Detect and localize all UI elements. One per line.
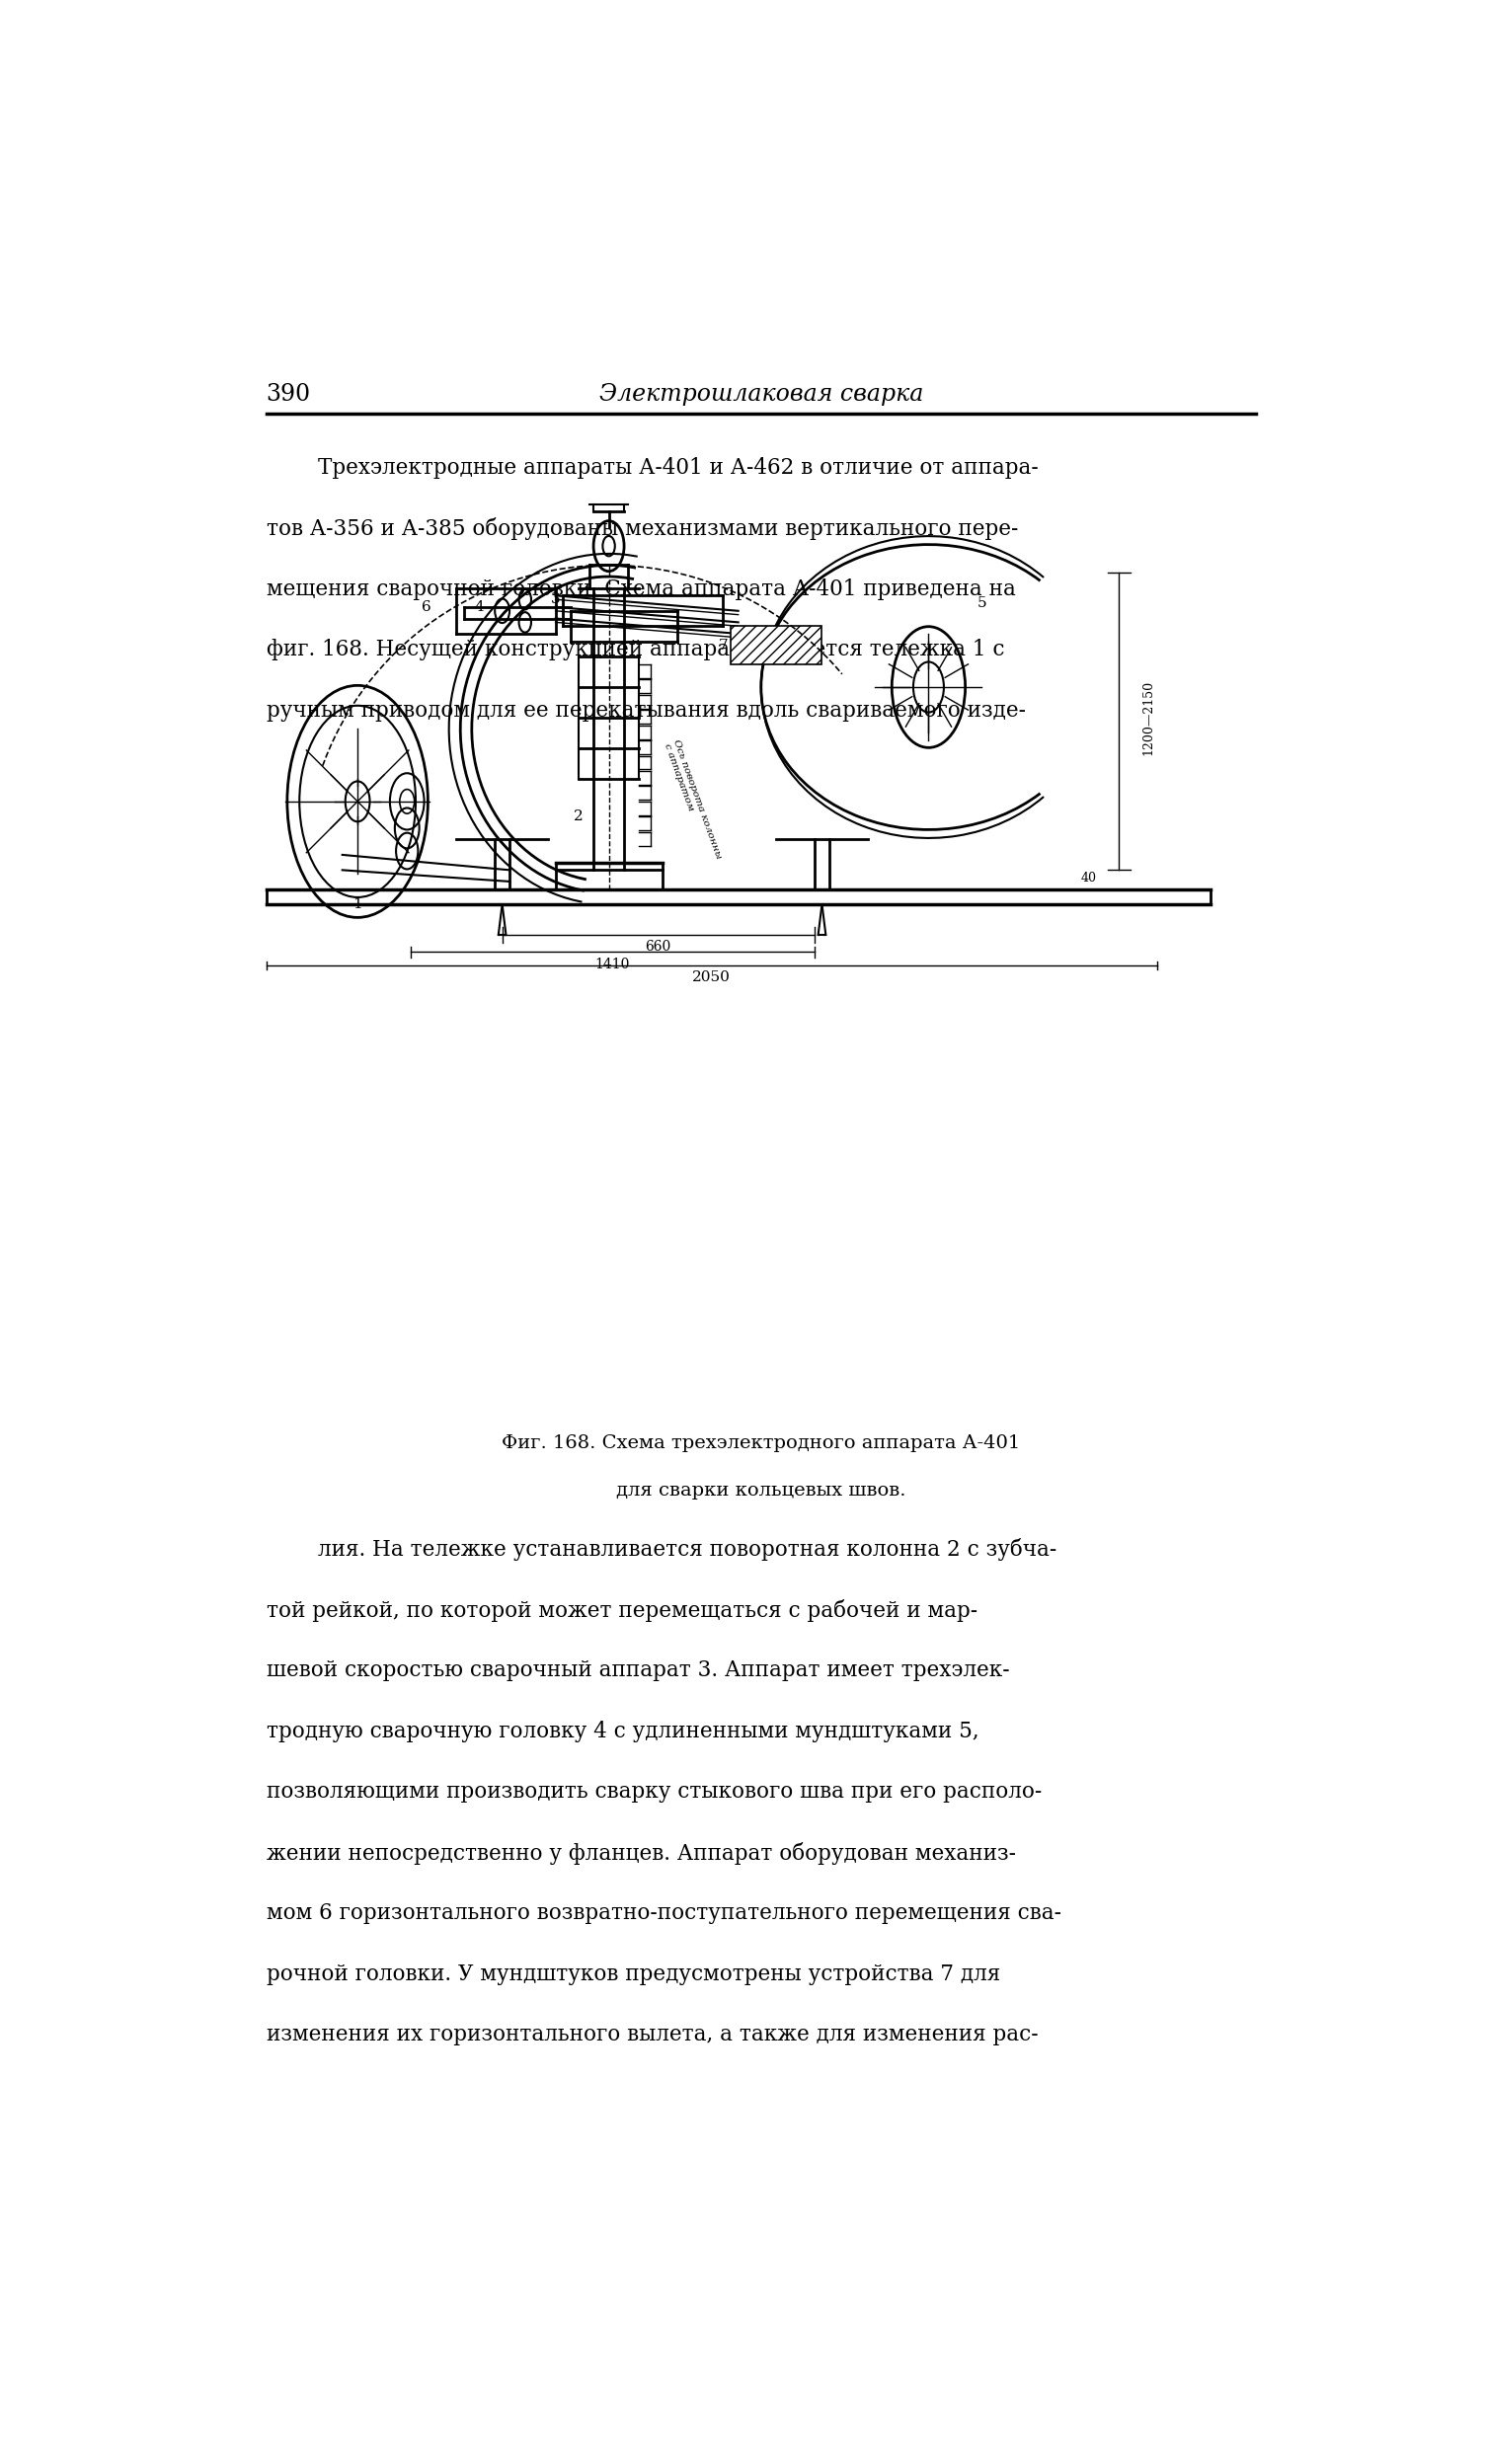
Text: 390: 390 — [266, 382, 310, 407]
Text: 40: 40 — [1081, 872, 1096, 885]
Text: 5: 5 — [977, 596, 986, 611]
Text: 6: 6 — [422, 601, 431, 614]
Text: тродную сварочную головку 4 с удлиненными мундштуками 5,: тродную сварочную головку 4 с удлиненным… — [266, 1720, 979, 1742]
Text: 2050: 2050 — [692, 971, 731, 986]
Text: 1: 1 — [353, 897, 362, 912]
Text: 3: 3 — [551, 591, 560, 606]
Text: мом 6 горизонтального возвратно-поступательного перемещения сва-: мом 6 горизонтального возвратно-поступат… — [266, 1902, 1060, 1924]
Text: 4: 4 — [475, 601, 484, 614]
Circle shape — [346, 781, 370, 821]
Text: жении непосредственно у фланцев. Аппарат оборудован механиз-: жении непосредственно у фланцев. Аппарат… — [266, 1843, 1016, 1865]
Circle shape — [603, 537, 615, 557]
Text: 2: 2 — [573, 811, 584, 823]
Text: позволяющими производить сварку стыкового шва при его располо-: позволяющими производить сварку стыковог… — [266, 1781, 1041, 1804]
Bar — [266, 562, 1256, 1397]
Text: Электрошлаковая сварка: Электрошлаковая сварка — [598, 382, 924, 407]
Text: Трехэлектродные аппараты А-401 и А-462 в отличие от аппара-: Трехэлектродные аппараты А-401 и А-462 в… — [318, 456, 1038, 478]
Text: 660: 660 — [646, 941, 671, 954]
Text: рочной головки. У мундштуков предусмотрены устройства 7 для: рочной головки. У мундштуков предусмотре… — [266, 1964, 999, 1986]
Text: тов А-356 и А-385 оборудованы механизмами вертикального пере-: тов А-356 и А-385 оборудованы механизмам… — [266, 517, 1017, 540]
Text: шевой скоростью сварочный аппарат 3. Аппарат имеет трехэлек-: шевой скоростью сварочный аппарат 3. Апп… — [266, 1661, 1010, 1680]
Text: для сварки кольцевых швов.: для сварки кольцевых швов. — [616, 1481, 906, 1498]
Text: Ось поворота колонны
с аппаратом: Ось поворота колонны с аппаратом — [662, 739, 723, 865]
Text: изменения их горизонтального вылета, а также для изменения рас-: изменения их горизонтального вылета, а т… — [266, 2023, 1038, 2045]
Text: 1410: 1410 — [595, 958, 630, 971]
Text: 7: 7 — [719, 638, 728, 653]
Bar — [731, 626, 823, 665]
Text: мещения сварочной головки. Схема аппарата А-401 приведена на: мещения сварочной головки. Схема аппарат… — [266, 579, 1016, 601]
Text: Фиг. 168. Схема трехэлектродного аппарата А-401: Фиг. 168. Схема трехэлектродного аппарат… — [502, 1434, 1020, 1451]
Text: ручным приводом для ее перекатывания вдоль свариваемого изде-: ручным приводом для ее перекатывания вдо… — [266, 700, 1026, 722]
Text: 1200—2150: 1200—2150 — [1142, 680, 1154, 754]
Text: лия. На тележке устанавливается поворотная колонна 2 с зубча-: лия. На тележке устанавливается поворотн… — [318, 1538, 1057, 1562]
Text: фиг. 168. Несущей конструкцией аппарата является тележка 1 с: фиг. 168. Несущей конструкцией аппарата … — [266, 638, 1004, 660]
Text: той рейкой, по которой может перемещаться с рабочей и мар-: той рейкой, по которой может перемещатьс… — [266, 1599, 977, 1621]
